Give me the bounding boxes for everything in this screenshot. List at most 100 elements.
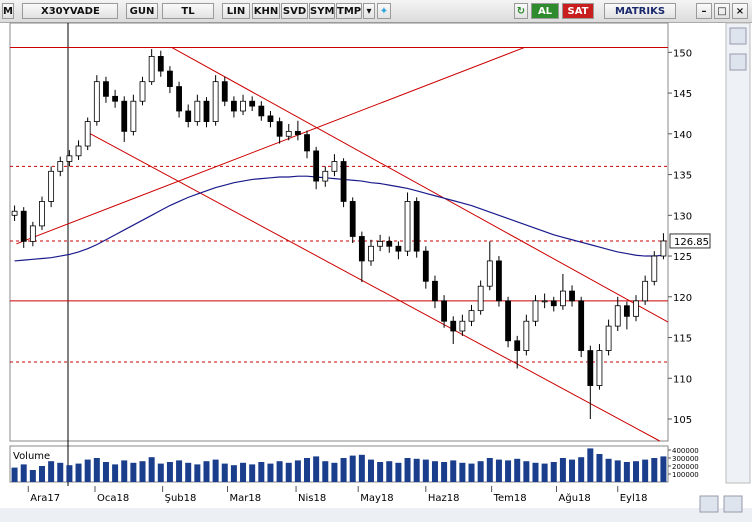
volume-bar bbox=[203, 461, 210, 482]
candle-body bbox=[249, 100, 256, 107]
x-tick-label: Şub18 bbox=[165, 493, 197, 504]
candle-body bbox=[587, 350, 594, 386]
candle-body bbox=[377, 240, 384, 247]
candle-body bbox=[477, 285, 484, 312]
volume-bar bbox=[541, 463, 548, 482]
candle-body bbox=[596, 350, 603, 386]
candle-body bbox=[29, 225, 36, 242]
sell-button[interactable]: SAT bbox=[562, 3, 594, 19]
candle-body bbox=[231, 100, 237, 112]
volume-bar bbox=[413, 458, 420, 482]
maximize[interactable]: □ bbox=[714, 3, 730, 19]
volume-bar bbox=[20, 464, 27, 482]
close[interactable]: × bbox=[732, 3, 748, 19]
share-icon[interactable]: ✦ bbox=[377, 3, 391, 19]
volume-tick-label: 200000 bbox=[672, 463, 699, 471]
side-button[interactable] bbox=[729, 53, 747, 71]
volume-bar bbox=[102, 462, 109, 482]
volume-bar bbox=[367, 459, 374, 482]
logo[interactable]: M bbox=[2, 3, 14, 19]
candle-body bbox=[523, 320, 530, 351]
refresh-icon[interactable]: ↻ bbox=[514, 3, 528, 19]
candle-body bbox=[368, 245, 374, 262]
side-button[interactable] bbox=[729, 27, 747, 45]
buy-button[interactable]: AL bbox=[531, 3, 559, 19]
symbol[interactable]: X30YVADE bbox=[22, 3, 118, 19]
candle-body bbox=[221, 81, 228, 102]
settings-button[interactable] bbox=[723, 495, 743, 513]
volume-bar bbox=[477, 461, 484, 482]
candle-body bbox=[194, 100, 201, 122]
candle-body bbox=[358, 236, 365, 262]
volume-bar bbox=[84, 459, 91, 482]
last-price-box bbox=[669, 233, 711, 249]
last-price: 126.85 bbox=[674, 237, 709, 248]
y-tick-label: 105 bbox=[673, 415, 692, 426]
volume-bar bbox=[176, 460, 183, 482]
candle-body bbox=[285, 130, 292, 137]
volume-bar bbox=[468, 463, 475, 482]
volume-bar bbox=[495, 459, 502, 482]
candle-body bbox=[605, 325, 612, 351]
candle-body bbox=[660, 240, 667, 257]
volume-bar bbox=[349, 455, 356, 482]
y-tick-label: 110 bbox=[673, 374, 692, 385]
candle-body bbox=[541, 300, 548, 303]
side-toolbar bbox=[725, 22, 751, 484]
candle-body bbox=[48, 170, 55, 202]
volume-bar bbox=[313, 456, 320, 482]
volume-bar bbox=[57, 462, 64, 482]
volume-bar bbox=[569, 459, 576, 482]
x-tick-label: Ağu18 bbox=[559, 492, 591, 504]
volume-bar bbox=[258, 462, 265, 482]
volume-bar bbox=[331, 462, 338, 482]
volume-bar bbox=[304, 458, 311, 482]
button[interactable]: SYM bbox=[309, 3, 335, 19]
candle-body bbox=[468, 310, 475, 322]
candle-body bbox=[294, 130, 301, 136]
minimize[interactable]: – bbox=[696, 3, 712, 19]
candle-body bbox=[57, 161, 64, 172]
button[interactable]: KHN bbox=[252, 3, 280, 19]
button[interactable]: SVD bbox=[281, 3, 308, 19]
volume-bar bbox=[11, 467, 18, 482]
volume-bar bbox=[322, 461, 329, 482]
sync-button[interactable] bbox=[699, 495, 719, 513]
volume-bar bbox=[441, 462, 448, 482]
y-tick-label: 135 bbox=[673, 171, 692, 182]
y-tick-label: 145 bbox=[673, 89, 692, 100]
volume-bar bbox=[194, 464, 201, 482]
candle-body bbox=[176, 86, 182, 112]
button[interactable]: LIN bbox=[222, 3, 250, 19]
button[interactable]: GUN bbox=[126, 3, 158, 19]
volume-tick-label: 100000 bbox=[672, 471, 699, 479]
candle-body bbox=[422, 250, 429, 282]
volume-bar bbox=[422, 459, 429, 482]
toolbar: M X30YVADE GUN TL LIN KHN SVD SYM TMP ▾ … bbox=[0, 0, 752, 23]
candle-body bbox=[441, 300, 447, 322]
candle-body bbox=[532, 300, 539, 322]
candle-body bbox=[322, 170, 329, 182]
volume-bar bbox=[48, 461, 55, 482]
volume-bar bbox=[587, 448, 594, 482]
y-tick-label: 130 bbox=[673, 211, 692, 222]
button[interactable]: TL bbox=[162, 3, 214, 19]
candle-body bbox=[642, 280, 649, 302]
candle-body bbox=[240, 100, 246, 112]
volume-bar bbox=[66, 465, 73, 482]
x-tick-label: Haz18 bbox=[428, 493, 460, 504]
volume-tick-label: 400000 bbox=[672, 447, 699, 455]
y-tick-label: 115 bbox=[673, 334, 692, 345]
button[interactable]: TMP bbox=[336, 3, 362, 19]
volume-bar bbox=[267, 463, 274, 482]
candle-body bbox=[258, 105, 265, 117]
candle-body bbox=[304, 134, 310, 152]
dropdown[interactable]: ▾ bbox=[363, 3, 375, 19]
volume-bar bbox=[285, 462, 292, 482]
candle-body bbox=[66, 155, 73, 162]
volume-bar bbox=[148, 457, 155, 482]
candle-body bbox=[450, 320, 457, 332]
volume-bar bbox=[75, 463, 82, 482]
volume-bar bbox=[130, 462, 137, 482]
status-bar bbox=[0, 508, 752, 522]
